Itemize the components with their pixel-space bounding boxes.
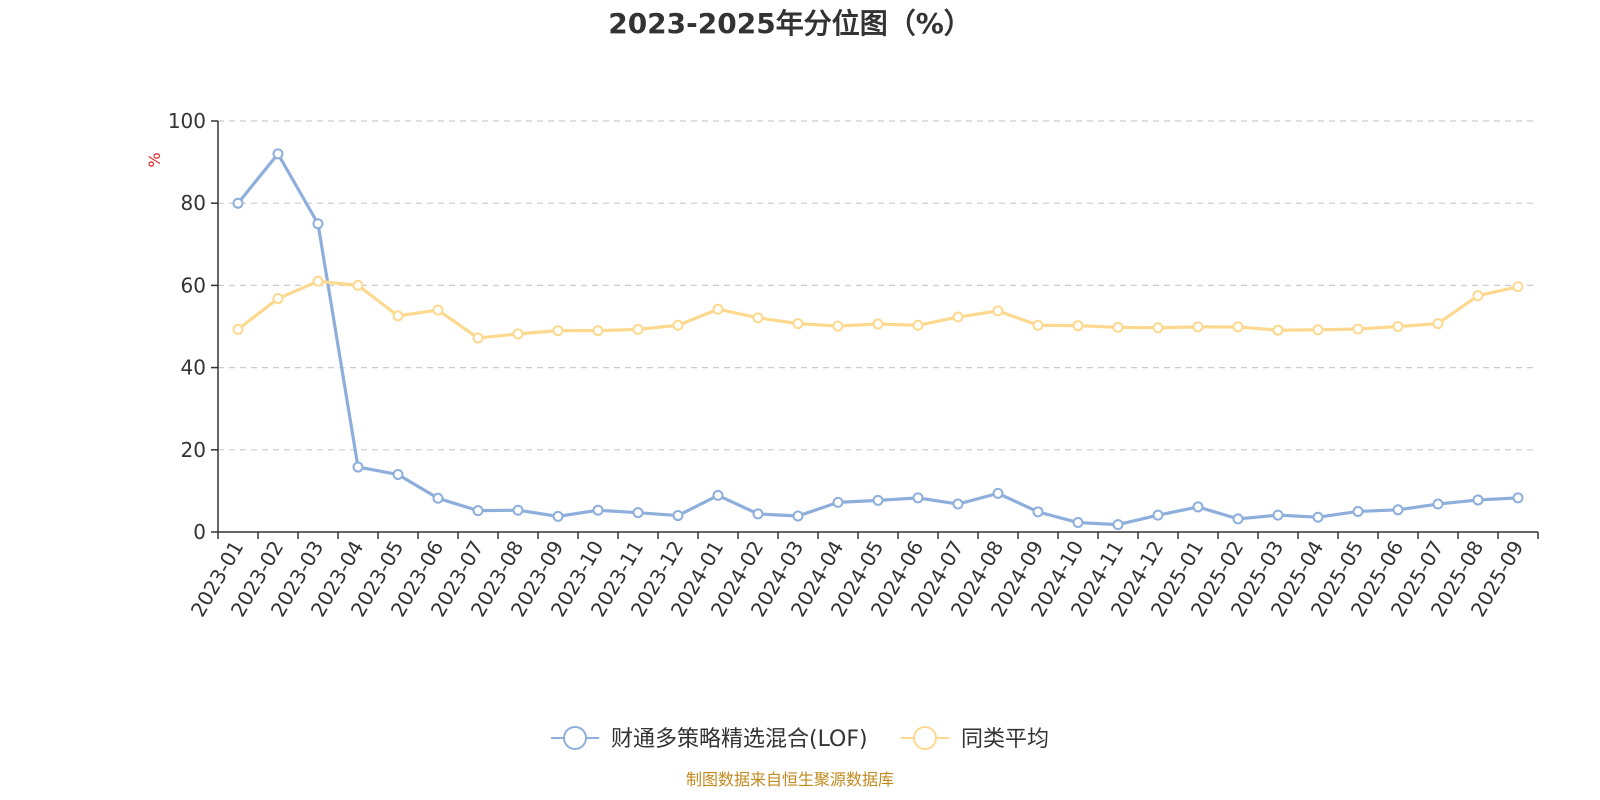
data-point[interactable] (272, 293, 284, 305)
data-point[interactable] (1192, 501, 1204, 513)
legend-item-1[interactable]: 财通多策略精选混合(LOF) (551, 726, 868, 752)
legend-label: 同类平均 (961, 727, 1049, 752)
y-tick-label: 20 (181, 438, 206, 462)
data-point[interactable] (792, 318, 804, 330)
data-point[interactable] (1512, 281, 1524, 293)
legend-label: 财通多策略精选混合(LOF) (611, 727, 868, 752)
data-point[interactable] (352, 279, 364, 291)
data-point[interactable] (992, 487, 1004, 499)
data-point[interactable] (1032, 506, 1044, 518)
data-point[interactable] (1112, 519, 1124, 531)
series-1 (232, 148, 1524, 531)
data-point[interactable] (392, 468, 404, 480)
data-point[interactable] (1352, 323, 1364, 335)
data-point[interactable] (312, 218, 324, 230)
data-point[interactable] (1392, 321, 1404, 332)
data-point[interactable] (312, 275, 324, 287)
data-point[interactable] (432, 492, 444, 504)
data-point[interactable] (1072, 320, 1084, 332)
data-point[interactable] (832, 496, 844, 508)
data-point[interactable] (632, 507, 644, 519)
data-point[interactable] (1432, 498, 1444, 510)
data-point[interactable] (952, 311, 964, 323)
data-point[interactable] (512, 504, 524, 516)
data-point[interactable] (1472, 494, 1484, 506)
data-point[interactable] (1152, 509, 1164, 521)
data-point[interactable] (232, 323, 244, 335)
data-point[interactable] (552, 325, 564, 337)
data-point[interactable] (1312, 511, 1324, 523)
data-point[interactable] (1352, 505, 1364, 517)
axes: 0204060801002023-012023-022023-032023-04… (168, 109, 1539, 621)
legend-item-2[interactable]: 同类平均 (901, 726, 1049, 752)
series-line (236, 152, 1519, 527)
data-point[interactable] (592, 504, 604, 516)
data-point[interactable] (1152, 322, 1164, 334)
data-point[interactable] (1032, 319, 1044, 331)
source-note: 制图数据来自恒生聚源数据库 (685, 770, 894, 789)
data-point[interactable] (872, 318, 884, 330)
legend-marker (563, 726, 587, 750)
series-2 (232, 275, 1524, 344)
data-point[interactable] (992, 305, 1004, 317)
data-point[interactable] (912, 319, 924, 331)
data-point[interactable] (792, 510, 804, 522)
data-point[interactable] (432, 304, 444, 316)
data-point[interactable] (632, 323, 644, 335)
data-point[interactable] (1112, 321, 1124, 333)
data-point[interactable] (1232, 513, 1244, 525)
y-tick-label: 80 (181, 191, 206, 215)
data-point[interactable] (592, 325, 604, 337)
data-point[interactable] (1472, 290, 1484, 302)
data-point[interactable] (472, 505, 484, 517)
data-point[interactable] (1192, 321, 1204, 333)
data-point[interactable] (232, 197, 244, 209)
data-point[interactable] (752, 508, 764, 520)
y-tick-label: 60 (181, 273, 206, 297)
data-point[interactable] (952, 498, 964, 510)
data-point[interactable] (872, 494, 884, 506)
y-tick-label: 100 (168, 109, 206, 133)
data-point[interactable] (712, 303, 724, 315)
data-point[interactable] (1232, 321, 1244, 333)
data-point[interactable] (1072, 517, 1084, 529)
legend-marker (913, 726, 937, 750)
data-point[interactable] (712, 489, 724, 501)
y-tick-label: 40 (181, 356, 206, 380)
data-point[interactable] (1272, 324, 1284, 336)
data-point[interactable] (352, 461, 364, 473)
series-layer (232, 148, 1524, 531)
grid-lines (218, 120, 1538, 451)
data-point[interactable] (832, 320, 844, 332)
data-point[interactable] (392, 310, 404, 322)
data-point[interactable] (272, 148, 284, 160)
data-point[interactable] (752, 312, 764, 324)
data-point[interactable] (1432, 318, 1444, 330)
y-tick-label: 0 (193, 520, 206, 544)
data-point[interactable] (1312, 324, 1324, 336)
data-point[interactable] (1272, 509, 1284, 521)
data-point[interactable] (672, 510, 684, 522)
data-point[interactable] (912, 492, 924, 504)
data-point[interactable] (672, 319, 684, 331)
chart-title: 2023-2025年分位图（%） (608, 7, 972, 40)
data-point[interactable] (512, 328, 524, 340)
data-point[interactable] (552, 510, 564, 522)
data-point[interactable] (1512, 492, 1524, 504)
y-axis-unit-label: % (145, 152, 164, 167)
data-point[interactable] (472, 332, 484, 344)
legend[interactable]: 财通多策略精选混合(LOF) 同类平均 (551, 726, 1049, 752)
data-point[interactable] (1392, 504, 1404, 516)
